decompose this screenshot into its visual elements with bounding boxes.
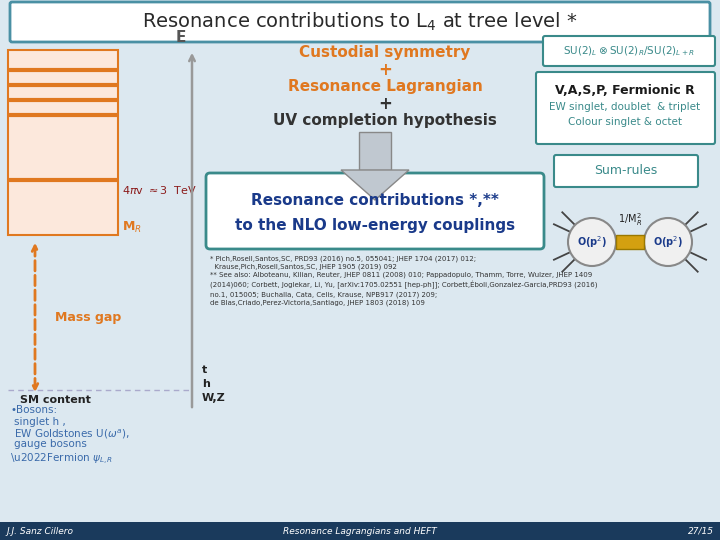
Text: E: E	[176, 30, 186, 45]
Text: W,Z: W,Z	[202, 393, 226, 403]
Text: Resonance Lagrangians and HEFT: Resonance Lagrangians and HEFT	[283, 526, 437, 536]
Circle shape	[568, 218, 616, 266]
Text: SU(2)$_L\otimes$SU(2)$_R$/SU(2)$_{L+R}$: SU(2)$_L\otimes$SU(2)$_R$/SU(2)$_{L+R}$	[563, 44, 695, 58]
Bar	[0, 522, 720, 540]
Text: •Bosons:: •Bosons:	[10, 405, 57, 415]
Text: O(p$^2$): O(p$^2$)	[653, 234, 683, 250]
Bar	[359, 132, 391, 170]
FancyBboxPatch shape	[554, 155, 698, 187]
Text: Colour singlet & octet: Colour singlet & octet	[568, 117, 682, 127]
Text: M$_R$: M$_R$	[122, 219, 142, 234]
Text: 1/M$_R^2$: 1/M$_R^2$	[618, 211, 642, 228]
Text: singlet h ,: singlet h ,	[14, 417, 66, 427]
Text: SM content: SM content	[20, 395, 91, 405]
Text: 27/15: 27/15	[688, 526, 714, 536]
Text: EW singlet, doublet  & triplet: EW singlet, doublet & triplet	[549, 102, 701, 112]
Text: * Pich,Rosell,Santos,SC, PRD93 (2016) no.5, 055041; JHEP 1704 (2017) 012;
  Krau: * Pich,Rosell,Santos,SC, PRD93 (2016) no…	[210, 255, 598, 306]
Text: Resonance contributions *,**: Resonance contributions *,**	[251, 193, 499, 208]
FancyBboxPatch shape	[206, 173, 544, 249]
FancyBboxPatch shape	[536, 72, 715, 144]
Text: Custodial symmetry: Custodial symmetry	[300, 45, 471, 60]
Text: gauge bosons: gauge bosons	[14, 439, 87, 449]
Bar	[8, 50, 118, 235]
Polygon shape	[341, 170, 409, 200]
Text: Sum-rules: Sum-rules	[595, 165, 657, 178]
Text: V,A,S,P, Fermionic R: V,A,S,P, Fermionic R	[555, 84, 695, 97]
Text: Resonance contributions to L$_4$ at tree level *: Resonance contributions to L$_4$ at tree…	[143, 11, 577, 33]
Text: +: +	[378, 61, 392, 79]
Text: O(p$^2$): O(p$^2$)	[577, 234, 607, 250]
Text: Resonance Lagrangian: Resonance Lagrangian	[287, 79, 482, 94]
Text: Mass gap: Mass gap	[55, 311, 121, 324]
Text: t: t	[202, 365, 207, 375]
Text: \u2022Fermion $\psi_{L,R}$: \u2022Fermion $\psi_{L,R}$	[10, 452, 113, 467]
Text: J.J. Sanz Cillero: J.J. Sanz Cillero	[6, 526, 73, 536]
Text: +: +	[378, 95, 392, 113]
Text: h: h	[202, 379, 210, 389]
Bar	[616, 235, 644, 249]
FancyBboxPatch shape	[10, 2, 710, 42]
Text: EW Goldstones U($\omega^a$),: EW Goldstones U($\omega^a$),	[14, 428, 130, 441]
Circle shape	[644, 218, 692, 266]
Text: UV completion hypothesis: UV completion hypothesis	[273, 113, 497, 129]
Text: 4$\pi$v $\approx$3  TeV: 4$\pi$v $\approx$3 TeV	[122, 184, 197, 196]
Text: to the NLO low-energy couplings: to the NLO low-energy couplings	[235, 219, 515, 233]
FancyBboxPatch shape	[543, 36, 715, 66]
